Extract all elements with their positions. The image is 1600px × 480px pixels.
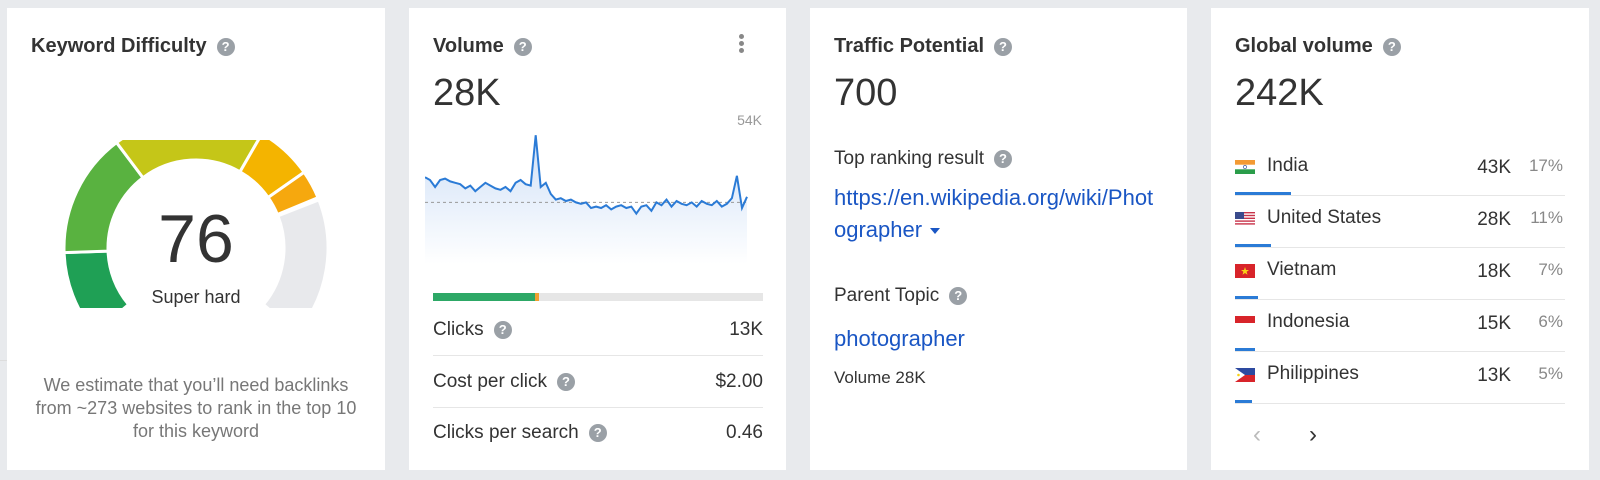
country-volume: 43K [1477,157,1511,178]
tp-title: Traffic Potential ? [834,35,1013,58]
country-volume: 13K [1477,365,1511,386]
difficulty-gauge [62,140,330,308]
clicks-value: 13K [729,318,763,340]
trend-area [425,135,747,264]
country-row[interactable]: Indonesia 15K 6% [1235,300,1565,352]
organic-clicks-fill [433,293,536,301]
background-divider [0,360,7,361]
clicks-label: Clicks [433,318,484,340]
help-icon[interactable]: ? [1382,37,1401,56]
country-name: Indonesia [1267,311,1350,332]
country-row[interactable]: India 43K 17% [1235,144,1565,196]
help-icon[interactable]: ? [493,320,512,339]
india-flag-icon [1235,160,1255,174]
country-percent: 5% [1538,364,1563,383]
top-result-url[interactable]: https://en.wikipedia.org/wiki/Photograph… [834,185,1154,242]
country-share-bar [1235,296,1258,299]
help-icon[interactable]: ? [588,424,607,442]
gv-title: Global volume ? [1235,35,1401,58]
chevron-left-icon[interactable]: ‹ [1253,421,1261,448]
country-share-bar [1235,348,1255,351]
gauge-segment-remaining [261,197,330,308]
clicks-per-search-label: Clicks per search [433,422,579,443]
kd-title-text: Keyword Difficulty [31,35,207,57]
volume-title-text: Volume [433,35,504,57]
country-name: India [1267,155,1309,176]
help-icon[interactable]: ? [993,150,1012,168]
country-percent: 11% [1530,208,1563,227]
top-result-heading: Top ranking result ? [834,148,1012,170]
caret-down-icon[interactable] [930,228,941,235]
keyword-difficulty-card: Keyword Difficulty ? 76 Super hard We es… [7,8,385,470]
country-name: Vietnam [1267,259,1337,280]
cpc-row: Cost per click? $2.00 [433,356,763,408]
cpc-label: Cost per click [433,370,548,392]
country-volume: 18K [1477,261,1511,282]
country-row[interactable]: Vietnam 18K 7% [1235,248,1565,300]
help-icon[interactable]: ? [557,372,576,391]
global-volume-card: Global volume ? 242K India 43K 17% Unite… [1211,8,1589,470]
country-share-bar [1235,244,1271,247]
traffic-potential-card: Traffic Potential ? 700 Top ranking resu… [810,8,1187,470]
kd-note: We estimate that you’ll need backlinks f… [35,375,357,441]
country-name: Philippines [1267,363,1359,384]
help-icon[interactable]: ? [949,287,968,305]
country-percent: 17% [1528,156,1563,175]
clicks-share-bar [433,293,763,301]
volume-card: Volume ? 28K 54K Clicks? 13K Cost per cl… [409,8,786,470]
country-percent: 6% [1538,312,1563,331]
top-result-label: Top ranking result [834,148,984,169]
cpc-value: $2.00 [715,370,763,392]
kd-title: Keyword Difficulty ? [31,35,235,58]
country-volume: 28K [1477,209,1511,230]
more-options-icon[interactable] [735,32,747,56]
top-result-link[interactable]: https://en.wikipedia.org/wiki/Photograph… [834,182,1164,246]
parent-topic-volume: Volume 28K [834,368,926,387]
trend-line [425,135,748,216]
vietnam-flag-icon [1235,264,1255,278]
parent-topic-label: Parent Topic [834,285,940,306]
help-icon[interactable]: ? [994,37,1013,56]
trend-max-label: 54K [737,112,762,128]
kd-label: Super hard [151,287,241,307]
country-percent: 7% [1538,260,1563,279]
clicks-row: Clicks? 13K [433,304,763,356]
paid-clicks-fill [535,293,539,301]
tp-value: 700 [834,72,898,114]
country-share-bar [1235,400,1252,403]
gv-title-text: Global volume [1235,35,1373,57]
parent-topic-heading: Parent Topic ? [834,285,968,307]
gauge-segment-super-hard [265,170,320,217]
parent-topic-link[interactable]: photographer [834,326,965,351]
chevron-right-icon[interactable]: › [1309,421,1317,448]
country-share-bar [1235,192,1291,195]
clicks-per-search-value: 0.46 [726,422,763,443]
volume-title: Volume ? [433,35,532,58]
us-flag-icon [1235,212,1255,226]
country-name: United States [1267,207,1382,228]
tp-title-text: Traffic Potential [834,35,985,57]
clicks-per-search-row: Clicks per search? 0.46 [433,407,763,459]
country-row[interactable]: United States 28K 11% [1235,196,1565,248]
country-volume: 15K [1477,313,1511,334]
volume-trend-chart [425,135,748,264]
volume-value: 28K [433,72,501,114]
gv-value: 242K [1235,72,1324,114]
kd-score: 76 [158,201,234,277]
help-icon[interactable]: ? [513,37,532,56]
country-row[interactable]: Philippines 13K 5% [1235,352,1565,404]
indonesia-flag-icon [1235,316,1255,330]
gauge-segment-hard [114,140,261,180]
help-icon[interactable]: ? [216,37,235,56]
philippines-flag-icon [1235,368,1255,382]
